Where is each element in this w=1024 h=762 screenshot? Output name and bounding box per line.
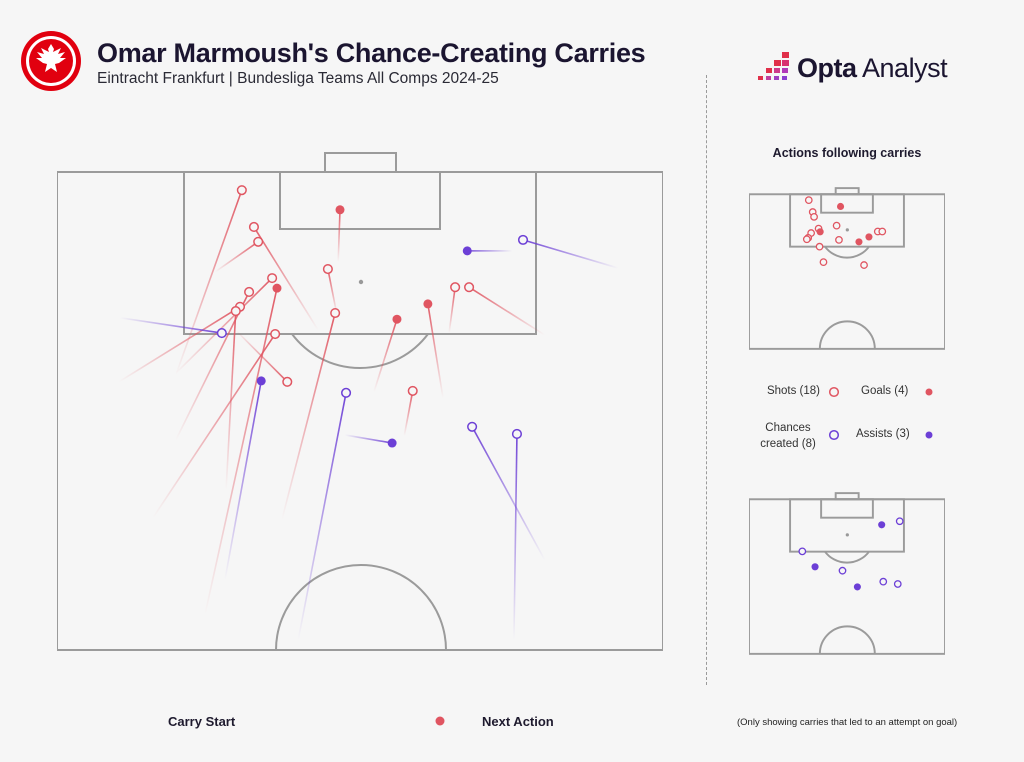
legend-goals-label: Goals (4) [861,385,909,397]
shot-marker [270,328,281,340]
footnote: (Only showing carries that led to an att… [737,717,958,728]
legend-shots-label: Shots (18) [766,385,820,397]
mini-shot-marker [835,235,843,244]
goal-marker [423,299,433,309]
eintracht-frankfurt-crest [21,31,81,91]
carry-line-shot [175,189,243,376]
mini-goal-marker [855,238,863,246]
assist-marker [462,246,472,256]
shot-marker [230,306,241,317]
carry-line-shot [403,390,414,437]
shot-marker [407,385,418,396]
mini-shot-marker [819,258,828,267]
penalty-spot [358,279,364,285]
legend-shots-marker [828,386,840,398]
chance-marker [467,421,478,432]
carry-line-assist [344,434,393,444]
assist-marker [256,376,266,386]
carry-line-shot [214,241,259,273]
panel-divider [706,75,707,685]
legend-carry-start: Carry Start [168,714,236,729]
carry-line-goal [373,318,398,393]
mini-chance-marker [798,547,807,556]
goal-marker [335,205,345,215]
carry-line-shot [253,226,319,331]
shot-marker [267,273,278,284]
carry-line-chance [119,316,222,334]
carry-line-chance [471,426,546,561]
opta-analyst-logo [758,52,789,80]
carry-line-shot [327,268,338,316]
shot-marker [282,376,293,387]
mini-chance-marker [895,517,904,526]
carry-line-shot [448,287,456,334]
carry-line-chance [522,239,619,269]
mini-chance-marker [879,577,888,586]
carry-line-shot [281,312,336,521]
legend-chances-label: Chances created (8) [760,422,816,450]
mini-goal-marker [865,233,873,241]
shot-marker [236,185,247,196]
carry-line-shot [468,286,546,336]
goal-marker [272,283,282,293]
mini-shot-marker [860,261,868,269]
mini-assist-marker [878,521,886,529]
legend-carry-line [287,716,445,726]
shot-marker [330,307,341,319]
legend-chances-marker [828,429,840,441]
mini-shot-marker [832,221,841,230]
carry-line-goal [337,209,341,262]
mini-shot-marker [878,227,887,236]
chance-marker [341,387,352,398]
shot-marker [322,263,333,275]
carry-line-goal [427,303,444,399]
chart-subtitle: Eintracht Frankfurt | Bundesliga Teams A… [97,70,499,87]
chances-mini-pitch [749,492,945,655]
mini-shot-marker [815,242,824,251]
carry-line-assist [224,380,263,581]
shot-marker [450,282,461,293]
legend-goals-marker [925,388,933,396]
mini-goal-marker [836,202,845,211]
shot-marker [244,286,255,298]
carry-line-shot [152,333,276,519]
carry-line-shot [118,306,241,383]
carry-line-chance [297,392,347,641]
mini-chance-marker [838,566,847,575]
carry-line-shot [175,277,273,374]
chance-marker [517,234,529,245]
mini-assist-marker [853,583,861,591]
carry-line-chance [513,433,518,640]
shots-mini-pitch [749,187,945,350]
goal-marker [392,314,402,324]
legend-next-action: Next Action [482,714,554,729]
shot-marker [464,282,475,293]
pitch-markings [57,152,663,651]
opta-analyst-wordmark: Opta Analyst [797,53,948,83]
chance-marker [216,328,227,339]
shot-marker [253,236,264,247]
mini-shot-marker [810,212,818,221]
mini-shot-marker [804,196,813,205]
mini-shot-marker [802,235,811,244]
assist-marker [387,438,397,448]
mini-goal-marker [816,228,824,236]
chart-title: Omar Marmoush's Chance-Creating Carries [97,38,646,68]
main-pitch [57,152,663,651]
legend-assists-marker [925,431,933,439]
chance-marker [511,428,523,439]
mini-chance-marker [893,580,902,588]
side-panel-title: Actions following carries [772,146,922,160]
mini-assist-marker [811,563,819,571]
carry-line-goal [204,287,278,616]
shot-marker [248,221,259,233]
carry-line-shot [175,291,250,441]
legend-assists-label: Assists (3) [856,428,910,440]
